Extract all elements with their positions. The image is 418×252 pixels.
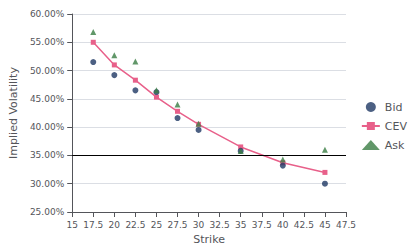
svg-text:27.5: 27.5: [167, 220, 187, 230]
svg-text:55.00%: 55.00%: [30, 37, 65, 47]
svg-text:35.00%: 35.00%: [30, 150, 65, 160]
svg-text:Bid: Bid: [385, 101, 403, 114]
svg-text:40: 40: [277, 220, 289, 230]
svg-text:45.00%: 45.00%: [30, 94, 65, 104]
svg-text:60.00%: 60.00%: [30, 9, 65, 19]
svg-text:47.5: 47.5: [336, 220, 356, 230]
svg-text:Implied Volatility: Implied Volatility: [7, 67, 20, 159]
svg-text:30: 30: [193, 220, 205, 230]
svg-text:17.5: 17.5: [83, 220, 103, 230]
svg-text:45: 45: [319, 220, 330, 230]
svg-text:50.00%: 50.00%: [30, 66, 65, 76]
svg-text:35: 35: [235, 220, 246, 230]
svg-text:32.5: 32.5: [210, 220, 230, 230]
svg-text:40.00%: 40.00%: [30, 122, 65, 132]
svg-text:Strike: Strike: [193, 233, 225, 246]
svg-text:30.00%: 30.00%: [30, 179, 65, 189]
svg-text:CEV: CEV: [385, 120, 408, 133]
svg-text:37.5: 37.5: [252, 220, 272, 230]
svg-text:15: 15: [66, 220, 77, 230]
svg-text:25.00%: 25.00%: [30, 207, 65, 217]
svg-text:20: 20: [109, 220, 121, 230]
svg-text:25: 25: [151, 220, 162, 230]
svg-text:Ask: Ask: [385, 139, 405, 152]
svg-text:42.5: 42.5: [294, 220, 314, 230]
svg-text:22.5: 22.5: [125, 220, 145, 230]
